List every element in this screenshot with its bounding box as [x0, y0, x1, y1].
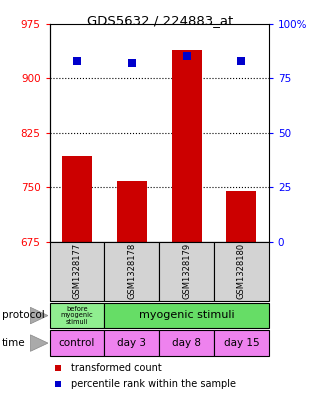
Bar — [50, 303, 104, 328]
Text: GDS5632 / 224883_at: GDS5632 / 224883_at — [87, 14, 233, 27]
Text: myogenic stimuli: myogenic stimuli — [139, 310, 235, 320]
Text: day 3: day 3 — [117, 338, 146, 348]
Bar — [62, 156, 92, 242]
Text: before
myogenic
stimuli: before myogenic stimuli — [61, 306, 93, 325]
Bar — [50, 330, 104, 356]
Text: GSM1328180: GSM1328180 — [237, 243, 246, 299]
Text: percentile rank within the sample: percentile rank within the sample — [71, 379, 236, 389]
Text: day 8: day 8 — [172, 338, 201, 348]
Bar — [50, 242, 104, 301]
Bar — [159, 330, 214, 356]
Text: control: control — [59, 338, 95, 348]
Bar — [104, 330, 159, 356]
Bar — [117, 181, 147, 242]
Bar — [172, 50, 202, 242]
Bar — [159, 242, 214, 301]
Text: protocol: protocol — [2, 310, 44, 320]
Bar — [226, 191, 256, 242]
Text: GSM1328178: GSM1328178 — [127, 243, 136, 299]
Text: GSM1328179: GSM1328179 — [182, 243, 191, 299]
Polygon shape — [30, 335, 48, 351]
Bar — [104, 242, 159, 301]
Polygon shape — [30, 307, 48, 324]
Text: time: time — [2, 338, 25, 348]
Bar — [214, 330, 269, 356]
Text: GSM1328177: GSM1328177 — [73, 243, 82, 299]
Bar — [214, 242, 269, 301]
Bar — [104, 303, 269, 328]
Text: transformed count: transformed count — [71, 362, 162, 373]
Text: day 15: day 15 — [224, 338, 259, 348]
